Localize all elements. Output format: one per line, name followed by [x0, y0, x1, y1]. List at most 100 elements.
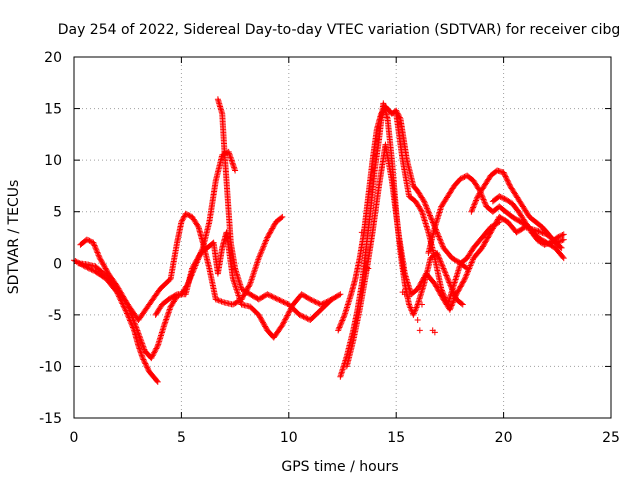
data-point [496, 193, 503, 200]
data-point [470, 204, 477, 211]
data-point [461, 277, 468, 284]
data-point [166, 276, 173, 283]
data-point [219, 298, 226, 305]
data-point [265, 231, 272, 238]
data-point [340, 314, 347, 321]
data-point [339, 317, 346, 324]
data-point [560, 255, 567, 262]
data-point [418, 301, 425, 308]
data-point [101, 262, 108, 269]
data-point [137, 334, 144, 341]
data-point [441, 266, 448, 273]
data-point [421, 274, 428, 281]
data-point [138, 337, 145, 344]
data-point [500, 169, 507, 176]
data-point [272, 295, 279, 302]
data-point [139, 355, 146, 362]
data-point [296, 311, 303, 318]
data-point [273, 295, 280, 302]
data-point [471, 201, 478, 208]
data-point [414, 303, 421, 310]
data-point [445, 276, 452, 283]
data-point [266, 230, 273, 237]
data-point [264, 234, 271, 241]
data-point [265, 233, 272, 240]
data-point [502, 173, 509, 180]
data-point [135, 330, 142, 337]
data-point [267, 292, 274, 299]
data-point [470, 203, 477, 210]
data-point [438, 261, 445, 268]
data-point [441, 268, 448, 275]
data-point [257, 250, 264, 257]
data-point [467, 262, 474, 269]
data-point [98, 257, 105, 264]
data-point [270, 224, 277, 231]
data-point [131, 320, 138, 327]
plot-frame [73, 56, 612, 419]
data-point [457, 175, 464, 182]
data-point [308, 297, 315, 304]
series-track-e [214, 96, 344, 324]
data-point [336, 324, 343, 331]
data-point [92, 245, 99, 252]
data-point [260, 244, 267, 251]
data-point [438, 286, 445, 293]
data-point [441, 294, 448, 301]
data-point [280, 320, 287, 327]
data-point [311, 298, 318, 305]
data-point [300, 313, 307, 320]
data-point [474, 194, 481, 201]
data-point [481, 239, 488, 246]
data-point [97, 256, 104, 263]
axis-ticks: 0 5 10 15 20 25 -15 -10 -5 0 5 10 15 20 [39, 50, 620, 446]
data-point [153, 377, 160, 384]
data-point [473, 196, 480, 203]
data-point [480, 196, 487, 203]
data-point [281, 318, 288, 325]
data-point [281, 299, 288, 306]
data-point [407, 304, 414, 311]
data-point [87, 238, 94, 245]
data-point [559, 232, 566, 239]
data-point [194, 256, 201, 263]
data-point [439, 264, 446, 271]
data-point [336, 291, 343, 298]
data-point [337, 291, 344, 298]
data-point [434, 251, 441, 258]
data-point [283, 300, 290, 307]
data-point [448, 303, 455, 310]
data-point [482, 238, 489, 245]
data-point [264, 291, 271, 298]
data-point [438, 239, 445, 246]
series-track-l [489, 193, 567, 248]
data-point [464, 269, 471, 276]
data-point [458, 282, 465, 289]
data-point [558, 232, 565, 239]
data-point [151, 349, 158, 356]
data-point [315, 300, 322, 307]
data-point [335, 327, 342, 334]
data-point [337, 321, 344, 328]
data-point [417, 280, 424, 287]
data-point [277, 297, 284, 304]
data-point [275, 296, 282, 303]
y-tick-label: 5 [53, 205, 62, 221]
data-point [465, 268, 472, 275]
data-point [103, 268, 110, 275]
data-point [414, 286, 421, 293]
data-point [426, 211, 433, 218]
x-axis-label: GPS time / hours [281, 459, 398, 475]
data-point [193, 257, 200, 264]
data-point [437, 258, 444, 265]
data-point [501, 195, 508, 202]
data-point [151, 348, 158, 355]
data-point [267, 228, 274, 235]
y-tick-label: 0 [53, 256, 62, 272]
data-point [133, 326, 140, 333]
data-point [413, 304, 420, 311]
data-point [559, 253, 566, 260]
data-point [217, 297, 224, 304]
data-point [96, 255, 103, 262]
data-point [196, 252, 203, 259]
